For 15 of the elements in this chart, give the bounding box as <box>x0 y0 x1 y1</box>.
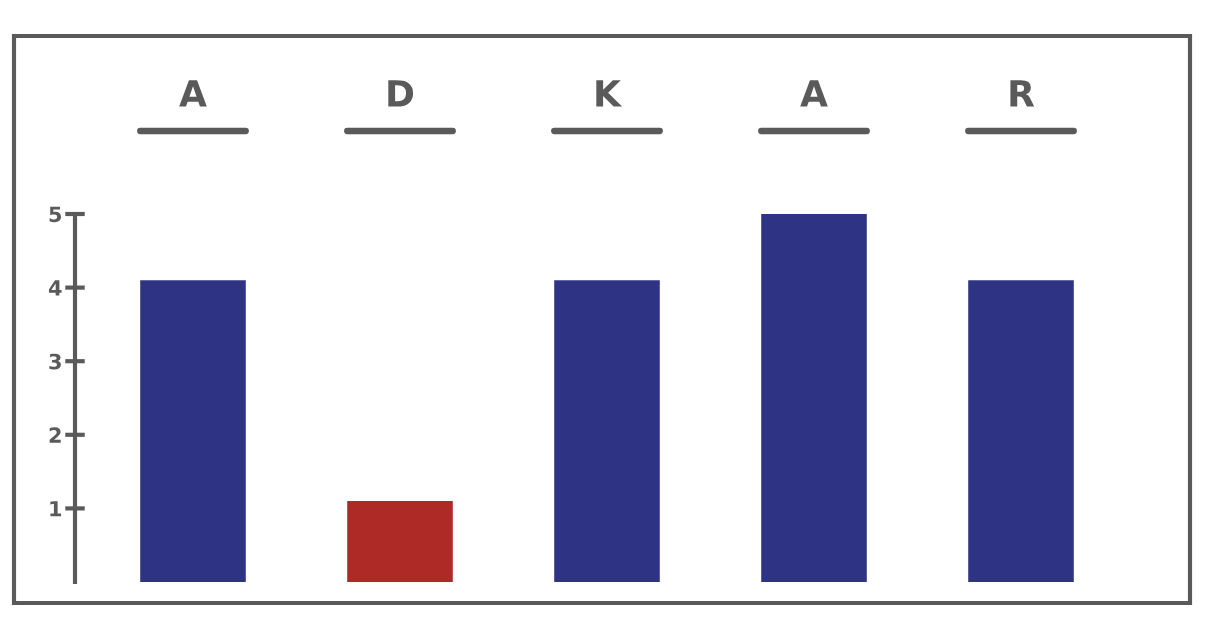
bar <box>554 280 660 582</box>
y-tick-label: 1 <box>50 501 62 517</box>
y-tick-label: 3 <box>49 353 61 370</box>
x-tick-label: A <box>179 80 207 107</box>
bar <box>140 280 246 582</box>
y-tick-label: 2 <box>49 427 61 443</box>
bar <box>761 214 867 582</box>
y-tick-label: 5 <box>49 206 62 223</box>
x-tick-label: A <box>800 80 828 107</box>
bar <box>968 280 1074 582</box>
y-tick-label: 4 <box>48 280 62 296</box>
bar <box>347 501 453 582</box>
x-tick-label: R <box>1010 80 1035 107</box>
x-tick-label: D <box>388 80 414 107</box>
x-tick-label: K <box>596 80 623 107</box>
